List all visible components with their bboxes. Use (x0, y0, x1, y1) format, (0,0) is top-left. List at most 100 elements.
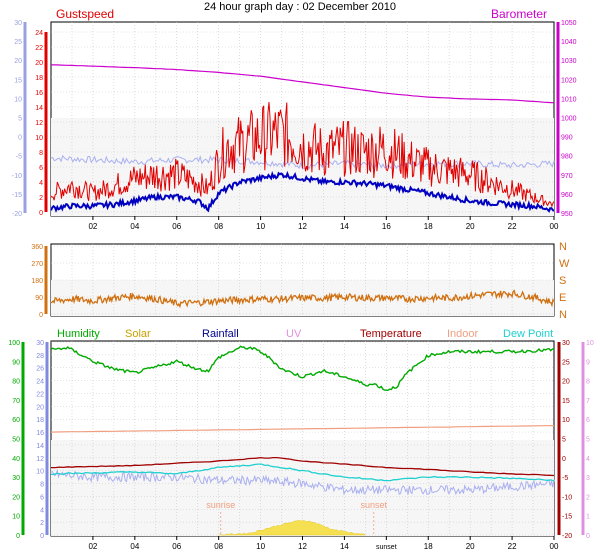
y-tick-label: 20 (12, 494, 20, 501)
y-tick-label: 25 (14, 39, 22, 46)
series-gustspeed (50, 102, 555, 208)
y-tick-label: 20 (36, 404, 44, 411)
y-tick-label: 26 (36, 366, 44, 373)
panel-wind-baro: Gustspeed Barometer 302520151050-5-10-15… (12, 7, 577, 231)
x-tick-label: 00 (550, 542, 559, 551)
y-tick-label: 15 (562, 398, 570, 405)
compass-label: E (559, 292, 566, 304)
x-tick-label: 04 (130, 222, 139, 231)
panel3-legend: Humidity Solar Rainfall UV Temperature I… (57, 328, 553, 340)
x-tick-label: 12 (298, 542, 307, 551)
x-tick-label: 06 (172, 542, 181, 551)
series-temperature-trace (50, 468, 555, 496)
series-windspeed (50, 170, 555, 213)
y-tick-label: 8 (40, 482, 44, 489)
y-tick-label: 25 (562, 359, 570, 366)
y-tick-label: 1050 (561, 20, 577, 27)
x-tick-label: 20 (466, 222, 475, 231)
y-tick-label: 10 (35, 135, 43, 142)
y-tick-label: -15 (562, 514, 572, 521)
compass-label: N (559, 309, 567, 321)
y-tick-label: -5 (562, 475, 568, 482)
y-tick-label: 4 (586, 456, 590, 463)
y-tick-label: 28 (36, 353, 44, 360)
x-tick-label: 14 (340, 222, 349, 231)
y-tick-label: 0 (16, 533, 20, 540)
y-tick-label: 10 (562, 417, 570, 424)
panel1-axes: 302520151050-5-10-15-2024222018161412108… (12, 20, 577, 231)
y-tick-label: 5 (562, 437, 566, 444)
y-tick-label: 10 (36, 469, 44, 476)
legend-solar: Solar (125, 328, 151, 340)
y-tick-label: 1000 (561, 116, 577, 123)
x-tick-label: sunset (376, 544, 397, 551)
panel3-axes: 1009080706050403020100302826242220181614… (8, 340, 594, 551)
y-tick-label: 20 (562, 379, 570, 386)
y-tick-label: 40 (12, 456, 20, 463)
y-tick-label: 960 (561, 192, 573, 199)
x-tick-label: 16 (382, 222, 391, 231)
legend-indoor: Indoor (447, 328, 479, 340)
y-tick-label: 4 (40, 507, 44, 514)
y-tick-label: 18 (36, 417, 44, 424)
graph-title: 24 hour graph day : 02 December 2010 (204, 1, 396, 13)
y-tick-label: 8 (39, 150, 43, 157)
y-tick-label: 1040 (561, 39, 577, 46)
y-tick-label: 30 (12, 475, 20, 482)
compass-label: W (559, 258, 570, 270)
x-tick-label: 00 (550, 222, 559, 231)
y-tick-label: 0 (39, 312, 43, 319)
legend-humidity: Humidity (57, 328, 100, 340)
y-tick-label: -20 (12, 211, 22, 218)
legend-dew-point: Dew Point (503, 328, 553, 340)
series-temperature (51, 456, 555, 477)
y-tick-label: 10 (14, 96, 22, 103)
panel3-series: sunrise sunset (50, 345, 555, 536)
y-tick-label: 12 (36, 456, 44, 463)
panel2-series (50, 289, 555, 309)
sunrise-label: sunrise (206, 500, 235, 510)
y-tick-label: 270 (31, 261, 43, 268)
x-tick-label: 06 (172, 222, 181, 231)
y-tick-label: 5 (18, 116, 22, 123)
series-barometer (51, 64, 555, 104)
y-tick-label: 90 (12, 359, 20, 366)
y-tick-label: 30 (36, 340, 44, 347)
series-solar (218, 520, 367, 536)
y-tick-label: 0 (40, 533, 44, 540)
y-tick-label: 3 (586, 475, 590, 482)
y-tick-label: 100 (8, 340, 20, 347)
x-tick-label: 22 (508, 542, 517, 551)
y-tick-label: 2 (586, 494, 590, 501)
legend-temperature: Temperature (360, 328, 422, 340)
y-tick-label: 970 (561, 173, 573, 180)
y-tick-label: 16 (35, 90, 43, 97)
compass-label: S (559, 275, 566, 287)
panel3-grid (51, 341, 554, 536)
y-tick-label: 30 (562, 340, 570, 347)
series-indoor (50, 425, 555, 433)
y-tick-label: 20 (14, 58, 22, 65)
y-tick-label: 990 (561, 135, 573, 142)
y-tick-label: 9 (586, 359, 590, 366)
compass-label: N (559, 241, 567, 253)
x-tick-label: 10 (256, 542, 265, 551)
legend-uv: UV (286, 328, 302, 340)
y-tick-label: 14 (36, 443, 44, 450)
y-tick-label: -10 (12, 173, 22, 180)
y-tick-label: 2 (39, 195, 43, 202)
y-tick-label: 0 (586, 533, 590, 540)
y-tick-label: 0 (18, 135, 22, 142)
y-tick-label: 22 (36, 391, 44, 398)
x-tick-label: 20 (466, 542, 475, 551)
y-tick-label: 2 (40, 520, 44, 527)
x-tick-label: 08 (214, 542, 223, 551)
y-tick-label: 180 (31, 278, 43, 285)
x-tick-label: 18 (424, 542, 433, 551)
y-tick-label: -15 (12, 192, 22, 199)
x-tick-label: 04 (130, 542, 139, 551)
y-tick-label: 5 (586, 437, 590, 444)
